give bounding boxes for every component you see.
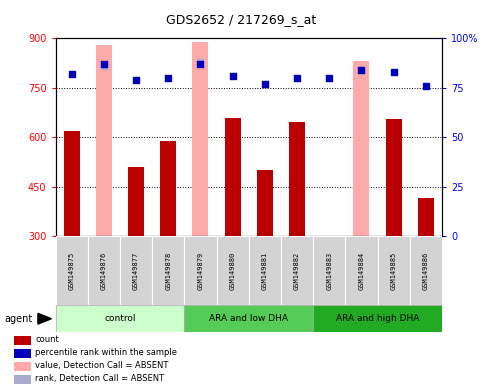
Point bbox=[326, 75, 333, 81]
Bar bbox=[56, 305, 185, 332]
Point bbox=[390, 69, 398, 75]
Bar bbox=[185, 236, 216, 305]
Bar bbox=[410, 236, 442, 305]
Text: rank, Detection Call = ABSENT: rank, Detection Call = ABSENT bbox=[35, 374, 164, 383]
Bar bbox=[88, 236, 120, 305]
Bar bbox=[354, 61, 369, 236]
Bar bbox=[345, 236, 378, 305]
Text: GSM149877: GSM149877 bbox=[133, 252, 139, 290]
Bar bbox=[257, 170, 273, 236]
Point bbox=[293, 75, 301, 81]
Text: ARA and low DHA: ARA and low DHA bbox=[209, 314, 288, 323]
Bar bbox=[418, 198, 434, 236]
Text: GSM149876: GSM149876 bbox=[101, 252, 107, 290]
Point bbox=[197, 61, 204, 67]
Bar bbox=[128, 167, 144, 236]
Text: GDS2652 / 217269_s_at: GDS2652 / 217269_s_at bbox=[166, 13, 317, 26]
Bar bbox=[14, 336, 30, 344]
Bar bbox=[216, 236, 249, 305]
Bar bbox=[225, 118, 241, 236]
Point bbox=[100, 61, 108, 67]
Bar bbox=[56, 236, 88, 305]
Text: GSM149885: GSM149885 bbox=[391, 252, 397, 290]
Text: GSM149883: GSM149883 bbox=[326, 252, 332, 290]
Text: GSM149884: GSM149884 bbox=[358, 252, 365, 290]
Point bbox=[422, 83, 430, 89]
Text: control: control bbox=[104, 314, 136, 323]
Bar bbox=[313, 236, 345, 305]
Text: ARA and high DHA: ARA and high DHA bbox=[336, 314, 419, 323]
Bar bbox=[152, 236, 185, 305]
Text: GSM149881: GSM149881 bbox=[262, 252, 268, 290]
Point bbox=[68, 71, 75, 77]
Point bbox=[261, 81, 269, 87]
Bar bbox=[249, 236, 281, 305]
Text: GSM149879: GSM149879 bbox=[198, 252, 203, 290]
Bar bbox=[14, 349, 30, 358]
Point bbox=[357, 67, 365, 73]
Point bbox=[229, 73, 237, 79]
Text: count: count bbox=[35, 335, 59, 344]
Bar bbox=[64, 131, 80, 236]
Bar bbox=[120, 236, 152, 305]
Point bbox=[357, 67, 365, 73]
Text: GSM149882: GSM149882 bbox=[294, 252, 300, 290]
Text: GSM149880: GSM149880 bbox=[229, 252, 236, 290]
Text: GSM149875: GSM149875 bbox=[69, 252, 75, 290]
Bar bbox=[281, 236, 313, 305]
Bar bbox=[14, 374, 30, 384]
Text: GSM149886: GSM149886 bbox=[423, 252, 429, 290]
Text: percentile rank within the sample: percentile rank within the sample bbox=[35, 348, 177, 357]
Text: value, Detection Call = ABSENT: value, Detection Call = ABSENT bbox=[35, 361, 169, 370]
Point bbox=[164, 75, 172, 81]
Bar bbox=[185, 305, 313, 332]
Bar bbox=[378, 236, 410, 305]
Bar bbox=[385, 119, 402, 236]
Bar bbox=[192, 42, 209, 236]
Text: agent: agent bbox=[5, 314, 33, 324]
Point bbox=[132, 77, 140, 83]
Bar bbox=[14, 362, 30, 371]
Bar bbox=[289, 122, 305, 236]
Text: GSM149878: GSM149878 bbox=[165, 252, 171, 290]
Point bbox=[100, 63, 108, 69]
Bar bbox=[96, 45, 112, 236]
Polygon shape bbox=[38, 313, 52, 324]
Bar bbox=[313, 305, 442, 332]
Point bbox=[197, 59, 204, 65]
Bar bbox=[160, 141, 176, 236]
